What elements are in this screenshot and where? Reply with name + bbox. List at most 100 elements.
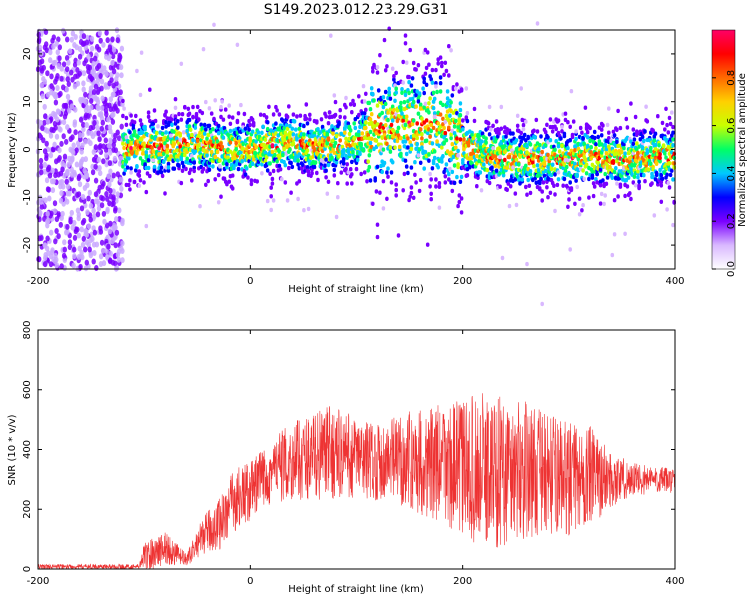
- spectrogram-cell: [62, 246, 67, 253]
- spectrogram-cell: [179, 180, 184, 186]
- spectrogram-cell: [616, 194, 620, 199]
- spectrogram-cell: [540, 149, 544, 155]
- spectrogram-cell: [269, 207, 274, 213]
- spectrogram-cell: [369, 112, 374, 117]
- spectrogram-cell: [159, 170, 164, 175]
- spectrogram-cell: [499, 104, 504, 110]
- spectrogram-cell: [67, 239, 73, 246]
- spectrogram-cell: [80, 142, 85, 149]
- spectrogram-cell: [139, 50, 144, 55]
- spectrogram-cell: [390, 118, 395, 123]
- spectrogram-cell: [227, 114, 231, 119]
- spectrogram-cell: [138, 178, 143, 183]
- spectrogram-cell: [591, 193, 596, 199]
- spectrogram-cell: [137, 173, 142, 178]
- spectrogram-cell: [382, 37, 387, 43]
- spectrogram-cell: [74, 161, 80, 168]
- spectrogram-cell: [305, 148, 310, 153]
- spectrogram-cell: [53, 99, 59, 106]
- spectrogram-cell: [498, 184, 502, 189]
- spectrogram-cell: [447, 125, 451, 130]
- spectrogram-cell: [153, 118, 158, 124]
- spectrogram-cell: [193, 125, 198, 130]
- spectrogram-cell: [60, 210, 65, 217]
- spectrogram-cell: [88, 93, 93, 100]
- spectrogram-cell: [96, 63, 102, 69]
- spectrogram-cell: [120, 240, 125, 247]
- spectrogram-cell: [84, 259, 90, 266]
- spectrogram-cell: [100, 183, 105, 190]
- spectrogram-cell: [546, 135, 550, 140]
- spectrogram-cell: [230, 115, 235, 120]
- spectrogram-cell: [497, 131, 501, 136]
- spectrogram-cell: [378, 53, 382, 58]
- spectrogram-cell: [420, 116, 424, 121]
- spectrogram-cell: [657, 143, 661, 148]
- spectrogram-cell: [582, 154, 586, 160]
- spectrogram-cell: [560, 143, 564, 148]
- spectrogram-cell: [416, 153, 421, 158]
- spectrogram-cell: [79, 29, 84, 36]
- spectrogram-cell: [626, 175, 631, 180]
- spectrogram-cell: [343, 115, 347, 120]
- spectrogram-cell: [326, 137, 331, 142]
- spectrogram-cell: [408, 194, 413, 199]
- snr-x-ticks: -200 0 200 400: [27, 330, 685, 587]
- spectrogram-cell: [568, 138, 572, 143]
- spectrogram-cell: [98, 37, 103, 44]
- spectrogram-cell: [45, 186, 51, 193]
- spectrogram-cell: [88, 216, 93, 223]
- spectrogram-cell: [561, 183, 565, 188]
- spectrogram-cell: [659, 172, 664, 178]
- spectrogram-cell: [127, 182, 131, 188]
- spectrogram-cell: [494, 119, 499, 124]
- spectrogram-cell: [239, 150, 243, 155]
- spectrogram-cell: [186, 142, 191, 148]
- spectrogram-cell: [316, 177, 320, 183]
- spectrogram-cell: [173, 114, 178, 119]
- spectrogram-cell: [178, 133, 182, 138]
- spectrogram-cell: [428, 134, 432, 139]
- spectrogram-cell: [361, 148, 366, 153]
- spectrogram-cell: [576, 157, 581, 162]
- spectrogram-cell: [422, 166, 427, 171]
- spectrogram-cell: [70, 30, 76, 37]
- spectrogram-cell: [461, 160, 465, 166]
- spectrogram-cell: [111, 141, 117, 148]
- spectrogram-cell: [53, 238, 58, 245]
- spectrogram-cell: [108, 250, 113, 257]
- spectrogram-cell: [409, 83, 414, 88]
- spectrogram-cell: [325, 131, 330, 136]
- spectrogram-cell: [650, 181, 654, 186]
- spectrogram-cell: [111, 196, 116, 203]
- spectrogram-cell: [97, 30, 103, 37]
- spectrogram-cell: [201, 166, 206, 172]
- spectrogram-cell: [475, 184, 479, 189]
- spectrogram-cell: [381, 206, 386, 211]
- spectrogram-cell: [440, 145, 444, 150]
- spectrogram-cell: [479, 139, 484, 144]
- spectrogram-cell: [96, 130, 101, 137]
- spectrogram-cell: [288, 123, 292, 129]
- spectrogram-cell: [89, 98, 94, 104]
- spectrogram-cell: [636, 175, 640, 180]
- spectrogram-cell: [108, 187, 113, 194]
- spectrogram-cell: [65, 93, 71, 100]
- spectrogram-cell: [77, 70, 83, 77]
- spectrogram-cell: [248, 136, 252, 141]
- spectrogram-cell: [612, 198, 617, 203]
- spectrogram-cell: [98, 253, 104, 260]
- spectrogram-cell: [527, 183, 532, 188]
- spectrogram-cell: [368, 148, 373, 153]
- spectrogram-cell: [458, 107, 463, 113]
- spectrogram-cell: [545, 122, 549, 128]
- spectrogram-cell: [344, 136, 348, 141]
- spectrogram-cell: [51, 256, 56, 263]
- spectrogram-cell: [362, 110, 367, 116]
- spectrogram-cell: [104, 29, 109, 36]
- spectrogram-cell: [216, 131, 221, 136]
- spectrogram-cell: [450, 188, 455, 194]
- spectrogram-cell: [428, 171, 432, 177]
- spectrogram-cell: [183, 104, 187, 110]
- spectrogram-cell: [425, 130, 430, 136]
